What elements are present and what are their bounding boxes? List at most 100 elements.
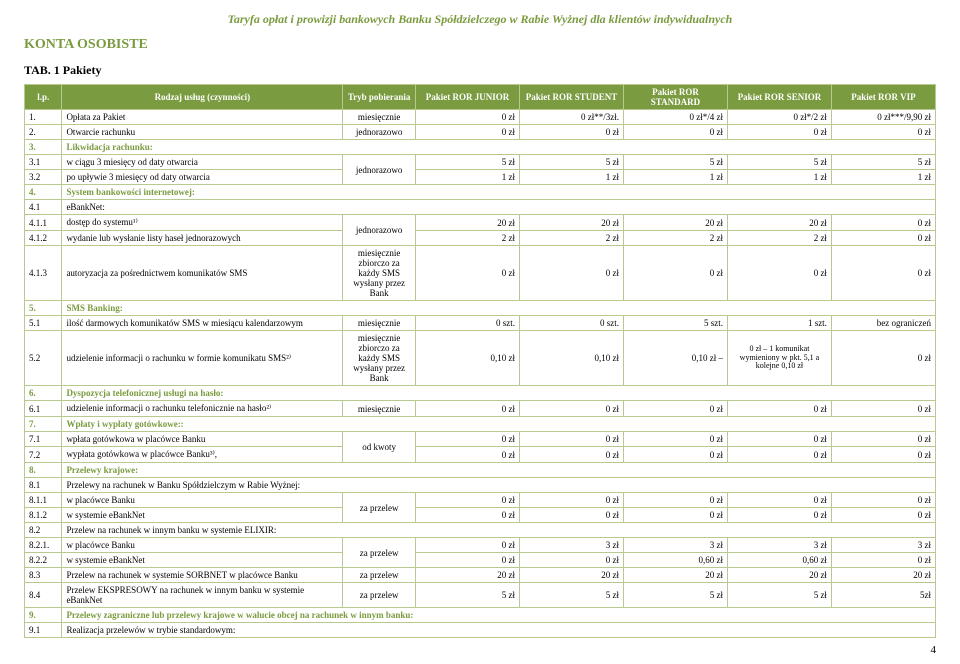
cell-desc: po upływie 3 miesięcy od daty otwarcia xyxy=(62,170,343,185)
cell-val: 5 zł xyxy=(831,155,935,170)
cell-val: 0 zł xyxy=(831,493,935,508)
table-row: 8.2.2 w systemie eBankNet 0 zł 0 zł 0,60… xyxy=(25,553,936,568)
th-mode: Tryb pobierania xyxy=(343,85,416,110)
cell-desc: Opłata za Pakiet xyxy=(62,110,343,125)
cell-val: 0,60 zł xyxy=(727,553,831,568)
cell-lp: 7.1 xyxy=(25,432,62,447)
table-row: 9. Przelewy zagraniczne lub przelewy kra… xyxy=(25,608,936,623)
cell-val: 2 zł xyxy=(727,231,831,246)
cell-val: 5 zł xyxy=(623,155,727,170)
cell-val: 0,10 zł xyxy=(519,331,623,386)
cell-mode: od kwoty xyxy=(343,432,416,463)
cell-val: 0 zł xyxy=(831,215,935,231)
cell-val: 0 zł xyxy=(416,401,520,417)
table-row: 7.1 wpłata gotówkowa w placówce Banku od… xyxy=(25,432,936,447)
cell-mode: jednorazowo xyxy=(343,125,416,140)
cell-lp: 5. xyxy=(25,301,62,316)
cell-val: 0 zł xyxy=(519,553,623,568)
cell-lp: 9.1 xyxy=(25,623,62,638)
cell-mode: za przelew xyxy=(343,538,416,568)
cell-val: 0 zł*/2 zł xyxy=(727,110,831,125)
table-row: 6.1 udzielenie informacji o rachunku tel… xyxy=(25,401,936,417)
cell-val: 0 zł xyxy=(416,508,520,523)
cell-val: 0 zł xyxy=(623,401,727,417)
cell-lp: 8.1 xyxy=(25,478,62,493)
cell-val: 0 zł xyxy=(727,447,831,463)
cell-lp: 8.2 xyxy=(25,523,62,538)
cell-val: 0 zł***/9,90 zł xyxy=(831,110,935,125)
table-row: 7. Wpłaty i wypłaty gotówkowe:: xyxy=(25,417,936,432)
cell-lp: 7.2 xyxy=(25,447,62,463)
th-pkg2: Pakiet ROR STUDENT xyxy=(519,85,623,110)
cell-desc: w placówce Banku xyxy=(62,538,343,553)
cell-val: 0 zł xyxy=(831,331,935,386)
table-row: 6. Dyspozycja telefonicznej usługi na ha… xyxy=(25,386,936,401)
table-row: 5. SMS Banking: xyxy=(25,301,936,316)
table-row: 7.2 wypłata gotówkowa w placówce Banku³⁾… xyxy=(25,447,936,463)
cell-val: 5 zł xyxy=(727,583,831,608)
cell-val: 0 zł xyxy=(519,125,623,140)
cell-val: 0 zł xyxy=(727,493,831,508)
cell-desc: eBankNet: xyxy=(62,200,936,215)
table-row: 8.1 Przelewy na rachunek w Banku Spółdzi… xyxy=(25,478,936,493)
cell-desc: w systemie eBankNet xyxy=(62,553,343,568)
cell-val: 5 zł xyxy=(519,155,623,170)
cell-desc: autoryzacja za pośrednictwem komunikatów… xyxy=(62,246,343,301)
th-desc: Rodzaj usług (czynności) xyxy=(62,85,343,110)
table-row: 8.1.1 w placówce Banku za przelew 0 zł 0… xyxy=(25,493,936,508)
table-row: 8.4 Przelew EKSPRESOWY na rachunek w inn… xyxy=(25,583,936,608)
cell-val: 0 zł xyxy=(519,432,623,447)
cell-val: 5 zł xyxy=(519,583,623,608)
cell-lp: 7. xyxy=(25,417,62,432)
cell-lp: 3.1 xyxy=(25,155,62,170)
cell-lp: 3. xyxy=(25,140,62,155)
th-pkg4: Pakiet ROR SENIOR xyxy=(727,85,831,110)
cell-val: 0 zł xyxy=(623,125,727,140)
cell-val: 0,10 zł xyxy=(416,331,520,386)
cell-lp: 8.1.1 xyxy=(25,493,62,508)
tab-title: TAB. 1 Pakiety xyxy=(24,63,936,78)
table-row: 2. Otwarcie rachunku jednorazowo 0 zł 0 … xyxy=(25,125,936,140)
cell-val: 5zł xyxy=(831,583,935,608)
cell-val: 0 zł xyxy=(831,246,935,301)
cell-val: 1 zł xyxy=(519,170,623,185)
cell-val: bez ograniczeń xyxy=(831,316,935,331)
cell-mode: jednorazowo xyxy=(343,155,416,185)
table-row: 5.1 ilość darmowych komunikatów SMS w mi… xyxy=(25,316,936,331)
cell-val: 2 zł xyxy=(519,231,623,246)
table-row: 5.2 udzielenie informacji o rachunku w f… xyxy=(25,331,936,386)
cell-desc: System bankowości internetowej: xyxy=(62,185,936,200)
th-pkg5: Pakiet ROR VIP xyxy=(831,85,935,110)
table-row: 3.2 po upływie 3 miesięcy od daty otwarc… xyxy=(25,170,936,185)
cell-desc: Likwidacja rachunku: xyxy=(62,140,936,155)
cell-val: 20 zł xyxy=(519,568,623,583)
cell-desc: Otwarcie rachunku xyxy=(62,125,343,140)
cell-mode: za przelew xyxy=(343,568,416,583)
cell-desc: dostęp do systemu¹⁾ xyxy=(62,215,343,231)
cell-lp: 6.1 xyxy=(25,401,62,417)
cell-val: 0 szt. xyxy=(416,316,520,331)
cell-desc: Przelew EKSPRESOWY na rachunek w innym b… xyxy=(62,583,343,608)
cell-val: 20 zł xyxy=(416,568,520,583)
cell-val: 0 zł xyxy=(727,125,831,140)
cell-lp: 8. xyxy=(25,463,62,478)
cell-lp: 4.1 xyxy=(25,200,62,215)
cell-desc: wydanie lub wysłanie listy haseł jednora… xyxy=(62,231,343,246)
cell-val: 0 zł xyxy=(623,493,727,508)
cell-val: 0 zł xyxy=(727,401,831,417)
cell-lp: 4. xyxy=(25,185,62,200)
cell-val: 1 zł xyxy=(623,170,727,185)
cell-val: 0 zł xyxy=(416,246,520,301)
cell-val: 0 zł xyxy=(831,553,935,568)
cell-val: 0 szt. xyxy=(519,316,623,331)
cell-val: 0 zł xyxy=(519,493,623,508)
cell-desc: udzielenie informacji o rachunku telefon… xyxy=(62,401,343,417)
cell-val: 2 zł xyxy=(416,231,520,246)
cell-lp: 8.2.1. xyxy=(25,538,62,553)
cell-desc: Przelewy krajowe: xyxy=(62,463,936,478)
cell-mode: za przelew xyxy=(343,493,416,523)
cell-val: 0,60 zł xyxy=(623,553,727,568)
fees-table: l.p. Rodzaj usług (czynności) Tryb pobie… xyxy=(24,84,936,638)
cell-lp: 4.1.2 xyxy=(25,231,62,246)
cell-val: 0 zł xyxy=(831,401,935,417)
